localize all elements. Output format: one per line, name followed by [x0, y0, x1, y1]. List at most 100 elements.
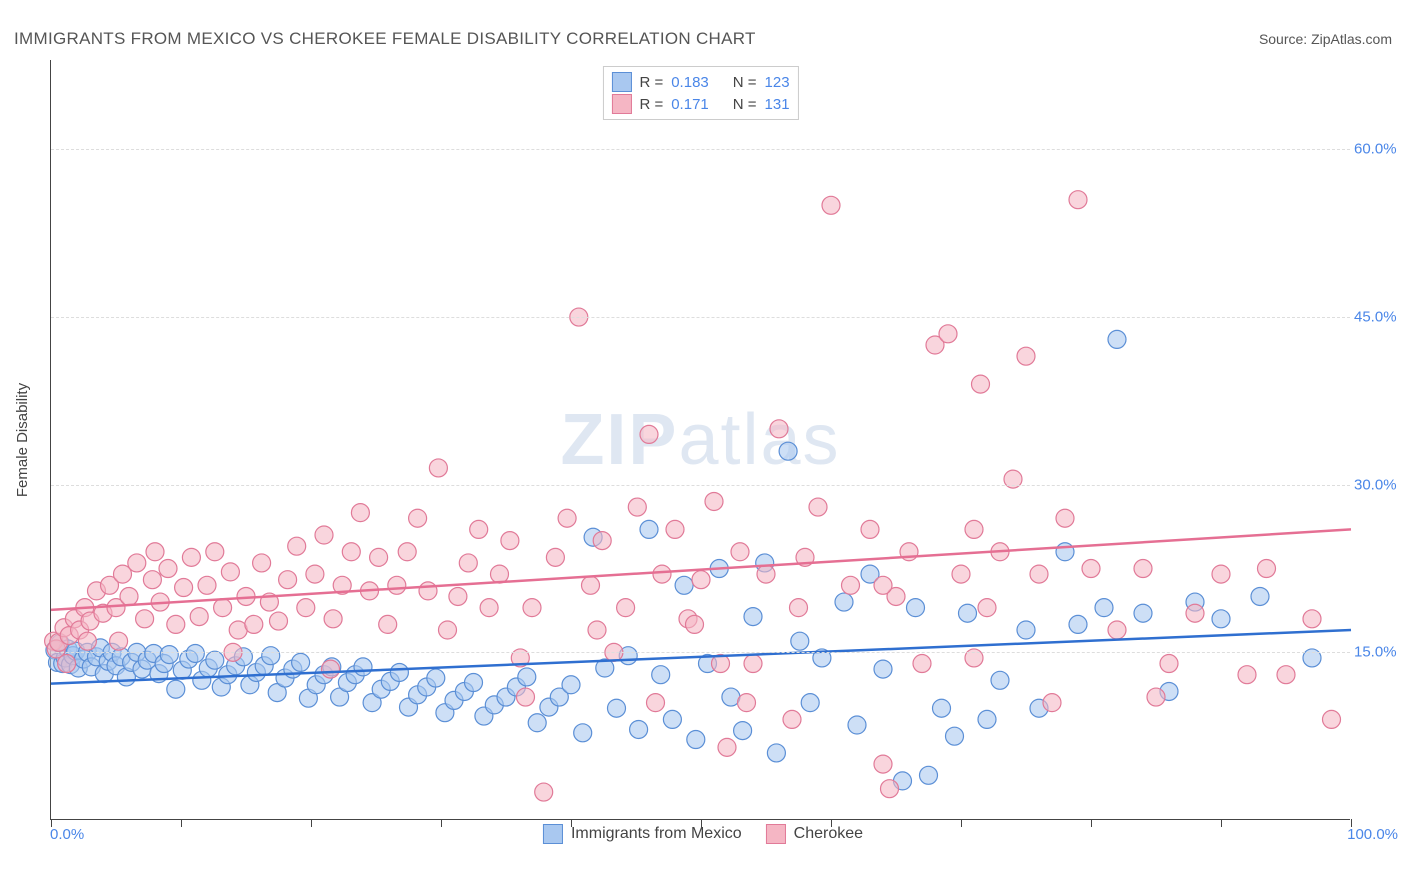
scatter-point	[939, 325, 957, 343]
scatter-point	[617, 599, 635, 617]
legend-label: Cherokee	[794, 825, 863, 843]
x-tick	[441, 819, 442, 827]
scatter-point	[167, 680, 185, 698]
scatter-point	[801, 694, 819, 712]
scatter-point	[952, 565, 970, 583]
scatter-point	[206, 543, 224, 561]
scatter-point	[692, 571, 710, 589]
x-tick	[1091, 819, 1092, 827]
scatter-point	[491, 565, 509, 583]
scatter-point	[835, 593, 853, 611]
scatter-point	[630, 720, 648, 738]
scatter-point	[1212, 610, 1230, 628]
scatter-point	[1056, 543, 1074, 561]
scatter-point	[647, 694, 665, 712]
scatter-point	[1069, 191, 1087, 209]
scatter-point	[1030, 565, 1048, 583]
scatter-point	[874, 660, 892, 678]
x-axis-min-label: 0.0%	[50, 826, 84, 843]
scatter-point	[791, 632, 809, 650]
legend-item: Cherokee	[766, 824, 863, 844]
scatter-point	[409, 509, 427, 527]
scatter-point	[480, 599, 498, 617]
scatter-point	[535, 783, 553, 801]
scatter-point	[1238, 666, 1256, 684]
scatter-point	[221, 563, 239, 581]
scatter-point	[991, 671, 1009, 689]
scatter-point	[190, 608, 208, 626]
scatter-point	[959, 604, 977, 622]
scatter-point	[110, 632, 128, 650]
scatter-point	[1043, 694, 1061, 712]
scatter-point	[1108, 330, 1126, 348]
plot-area: ZIPatlas R =0.183N =123R =0.171N =131 15…	[50, 60, 1350, 820]
legend-swatch	[766, 824, 786, 844]
scatter-point	[322, 660, 340, 678]
legend-stat-row: R =0.183N =123	[611, 71, 789, 93]
legend-n-label: N =	[733, 74, 757, 91]
scatter-point	[1303, 610, 1321, 628]
scatter-point	[978, 599, 996, 617]
scatter-point	[167, 615, 185, 633]
scatter-point	[1095, 599, 1113, 617]
scatter-point	[920, 766, 938, 784]
scatter-point	[718, 738, 736, 756]
scatter-point	[342, 543, 360, 561]
scatter-point	[757, 565, 775, 583]
scatter-point	[640, 520, 658, 538]
scatter-point	[1147, 688, 1165, 706]
scatter-point	[705, 492, 723, 510]
scatter-point	[427, 669, 445, 687]
scatter-point	[351, 504, 369, 522]
legend-n-label: N =	[733, 96, 757, 113]
scatter-point	[1212, 565, 1230, 583]
scatter-point	[1258, 560, 1276, 578]
grid-line	[51, 485, 1350, 486]
legend-r-label: R =	[639, 96, 663, 113]
scatter-point	[501, 532, 519, 550]
legend-n-value: 123	[765, 74, 790, 91]
scatter-point	[324, 610, 342, 628]
scatter-point	[913, 655, 931, 673]
scatter-point	[517, 688, 535, 706]
scatter-point	[528, 714, 546, 732]
scatter-point	[738, 694, 756, 712]
x-tick	[961, 819, 962, 827]
scatter-point	[379, 615, 397, 633]
scatter-point	[640, 425, 658, 443]
chart-title: IMMIGRANTS FROM MEXICO VS CHEROKEE FEMAL…	[14, 29, 756, 49]
scatter-point	[182, 548, 200, 566]
scatter-point	[419, 582, 437, 600]
scatter-point	[770, 420, 788, 438]
scatter-point	[518, 668, 536, 686]
scatter-point	[663, 710, 681, 728]
scatter-point	[1251, 587, 1269, 605]
legend-r-value: 0.171	[671, 96, 709, 113]
scatter-point	[288, 537, 306, 555]
scatter-point	[354, 658, 372, 676]
scatter-point	[245, 615, 263, 633]
scatter-point	[297, 599, 315, 617]
scatter-point	[1277, 666, 1295, 684]
scatter-point	[574, 724, 592, 742]
scatter-point	[270, 612, 288, 630]
scatter-point	[186, 644, 204, 662]
scatter-point	[822, 196, 840, 214]
scatter-point	[933, 699, 951, 717]
source-label: Source: ZipAtlas.com	[1259, 31, 1392, 47]
scatter-point	[459, 554, 477, 572]
scatter-point	[842, 576, 860, 594]
scatter-point	[465, 674, 483, 692]
scatter-point	[675, 576, 693, 594]
scatter-point	[1017, 347, 1035, 365]
scatter-point	[390, 663, 408, 681]
scatter-point	[1056, 509, 1074, 527]
scatter-point	[666, 520, 684, 538]
legend-r-label: R =	[639, 74, 663, 91]
scatter-point	[306, 565, 324, 583]
scatter-point	[1160, 655, 1178, 673]
trend-line	[51, 529, 1351, 609]
scatter-point	[779, 442, 797, 460]
scatter-svg	[51, 60, 1350, 819]
scatter-point	[783, 710, 801, 728]
